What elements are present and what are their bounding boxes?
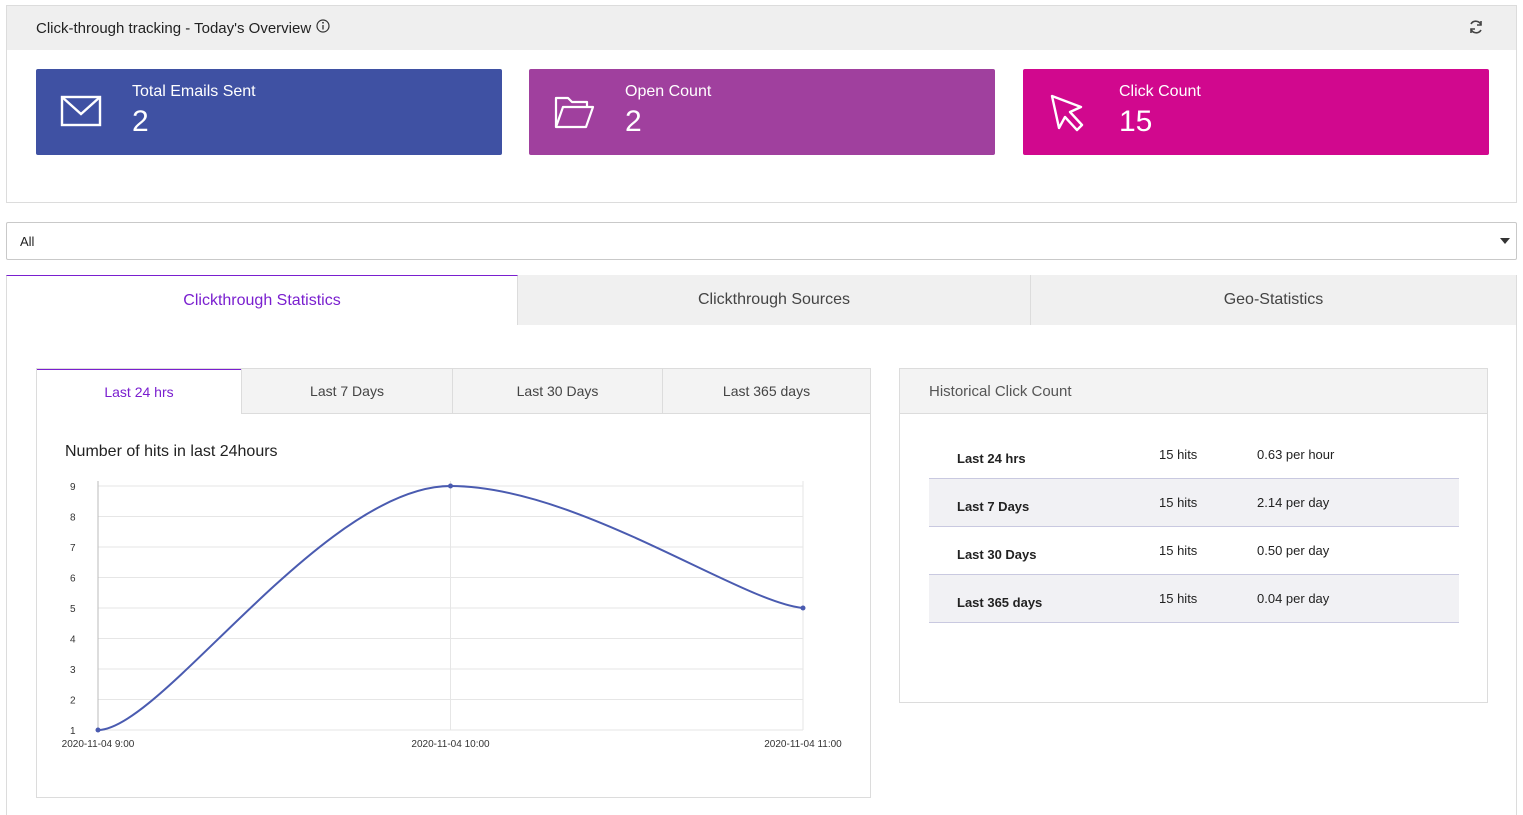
chevron-down-icon[interactable]: [1500, 238, 1510, 244]
y-tick-label: 9: [70, 482, 76, 493]
chart-title: Number of hits in last 24hours: [65, 443, 278, 460]
card-label: Total Emails Sent: [132, 83, 256, 100]
row-hits: 15 hits: [1159, 447, 1198, 462]
y-tick-label: 1: [70, 726, 76, 737]
y-tick-label: 3: [70, 665, 76, 676]
row-rate: 2.14 per day: [1257, 495, 1330, 510]
data-point: [448, 483, 453, 489]
row-rate: 0.63 per hour: [1257, 447, 1335, 462]
row-rate: 0.04 per day: [1257, 591, 1330, 606]
row-period: Last 30 Days: [957, 547, 1037, 562]
y-tick-label: 6: [70, 574, 76, 585]
y-tick-label: 5: [70, 604, 76, 615]
y-tick-label: 8: [70, 513, 76, 524]
row-period: Last 24 hrs: [957, 451, 1026, 466]
tab-last-365-days[interactable]: Last 365 days: [662, 369, 870, 414]
line-chart: 1 2 3 4 5 6 7 8 9 2020-11-04 9:00 2020-11-04 10:00…: [62, 481, 842, 750]
historical-table: Last 24 hrs 15 hits 0.63 per hour Last 7…: [929, 431, 1459, 623]
tab-last-30-days[interactable]: Last 30 Days: [452, 369, 662, 414]
info-icon[interactable]: [316, 18, 330, 38]
campaign-filter-select[interactable]: All: [6, 222, 1517, 260]
card-value: 15: [1119, 105, 1153, 138]
tab-last-24-hrs[interactable]: Last 24 hrs: [37, 369, 241, 414]
open-count-card: Open Count 2: [529, 69, 995, 155]
row-period: Last 365 days: [957, 595, 1043, 610]
historical-title: Historical Click Count: [900, 369, 1487, 414]
cursor-arrow-icon: [1047, 93, 1089, 138]
tab-last-7-days[interactable]: Last 7 Days: [241, 369, 452, 414]
filter-selected-value: All: [20, 233, 35, 249]
refresh-icon[interactable]: [1468, 19, 1484, 40]
card-value: 2: [132, 105, 149, 138]
card-label: Open Count: [625, 83, 712, 100]
x-tick-label: 2020-11-04 10:00: [411, 739, 490, 750]
tab-geo-statistics[interactable]: Geo-Statistics: [1031, 275, 1517, 326]
tab-clickthrough-statistics[interactable]: Clickthrough Statistics: [6, 275, 518, 326]
main-tabs: Clickthrough Statistics Clickthrough Sou…: [6, 275, 1517, 326]
overview-title: Click-through tracking - Today's Overvie…: [36, 19, 312, 37]
row-period: Last 7 Days: [957, 499, 1030, 514]
table-row: Last 365 days 15 hits 0.04 per day: [929, 575, 1459, 623]
card-value: 2: [625, 105, 642, 138]
row-rate: 0.50 per day: [1257, 543, 1330, 558]
table-row: Last 24 hrs 15 hits 0.63 per hour: [929, 431, 1459, 479]
overview-panel: Click-through tracking - Today's Overvie…: [6, 5, 1517, 203]
historical-click-count-panel: Historical Click Count Last 24 hrs 15 hi…: [899, 368, 1488, 703]
click-count-card: Click Count 15: [1023, 69, 1489, 155]
row-hits: 15 hits: [1159, 495, 1198, 510]
total-emails-card: Total Emails Sent 2: [36, 69, 502, 155]
period-tabs: Last 24 hrs Last 7 Days Last 30 Days Las…: [37, 369, 870, 414]
data-point: [800, 605, 806, 611]
overview-header: Click-through tracking - Today's Overvie…: [7, 6, 1516, 50]
table-row: Last 30 Days 15 hits 0.50 per day: [929, 527, 1459, 575]
x-tick-label: 2020-11-04 9:00: [62, 739, 135, 750]
row-hits: 15 hits: [1159, 591, 1198, 606]
chart-panel: Last 24 hrs Last 7 Days Last 30 Days Las…: [36, 368, 871, 798]
envelope-icon: [60, 93, 102, 134]
tab-clickthrough-sources[interactable]: Clickthrough Sources: [518, 275, 1031, 326]
row-hits: 15 hits: [1159, 543, 1198, 558]
folder-open-icon: [553, 93, 595, 136]
x-tick-label: 2020-11-04 11:00: [764, 739, 842, 750]
y-tick-label: 2: [70, 696, 76, 707]
data-point: [95, 727, 101, 733]
y-tick-label: 4: [70, 635, 76, 646]
y-tick-label: 7: [70, 543, 76, 554]
table-row: Last 7 Days 15 hits 2.14 per day: [929, 479, 1459, 527]
card-label: Click Count: [1119, 83, 1201, 100]
